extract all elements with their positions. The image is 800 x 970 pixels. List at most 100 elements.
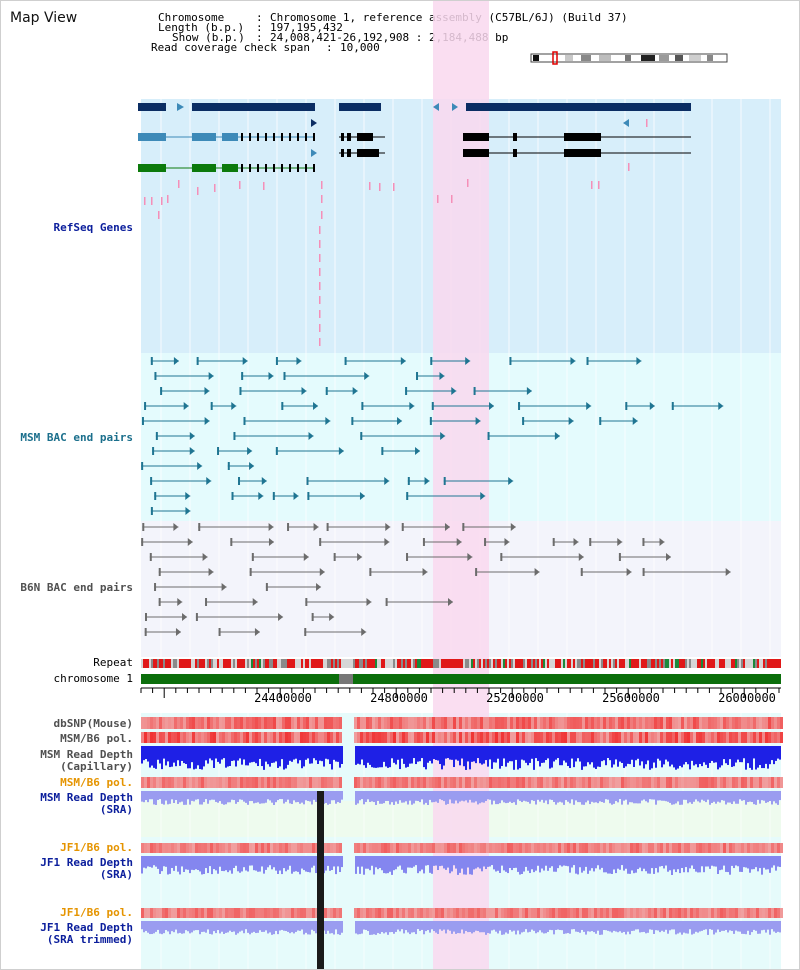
depth-bar [179, 746, 181, 766]
heat-cell [609, 717, 612, 729]
depth-bar [277, 746, 279, 768]
depth-bar [587, 746, 589, 763]
depth-bar [665, 856, 667, 866]
depth-bar [339, 921, 341, 935]
heat-cell [177, 843, 180, 853]
depth-bar [423, 791, 425, 805]
depth-bar [483, 921, 485, 933]
heat-cell [621, 732, 624, 743]
repeat-element [273, 659, 275, 668]
gene-exon [257, 164, 259, 172]
depth-bar [717, 746, 719, 770]
heat-cell [246, 717, 249, 729]
repeat-element [321, 659, 323, 668]
depth-bar [367, 921, 369, 932]
depth-bar [219, 746, 221, 764]
refseq-mark [467, 179, 469, 187]
track-label-msm-bac[interactable]: MSM BAC end pairs [20, 431, 133, 444]
chromosome-bar [141, 674, 781, 684]
heat-cell [489, 717, 492, 729]
heat-cell [159, 717, 162, 729]
gene-exon [265, 164, 267, 172]
depth-bar [415, 746, 417, 765]
track-label-refseq[interactable]: RefSeq Genes [53, 221, 133, 234]
track-label-msm-depth-capillary[interactable]: MSM Read Depth [40, 748, 133, 761]
heat-cell [513, 908, 516, 918]
heat-cell [432, 908, 435, 918]
track-label-msm-pol-2[interactable]: MSM/B6 pol. [60, 776, 133, 789]
chromosome-ideogram[interactable] [529, 51, 731, 65]
heat-cell [231, 732, 234, 743]
gene-exon [192, 164, 216, 172]
heat-cell [585, 777, 588, 788]
depth-bar [683, 746, 685, 765]
track-label-b6n-bac[interactable]: B6N BAC end pairs [20, 581, 133, 594]
heat-cell [234, 717, 237, 729]
heat-cell [561, 843, 564, 853]
msm-bac-end [554, 432, 560, 440]
refseq-mark [451, 195, 453, 203]
heat-cell [237, 843, 240, 853]
heat-cell [162, 777, 165, 788]
heat-cell [282, 843, 285, 853]
heat-cell [141, 908, 144, 918]
track-label-jf1-depth-sra[interactable]: JF1 Read Depth [40, 856, 133, 869]
heat-cell [183, 908, 186, 918]
track-label-msm-depth-sra[interactable]: MSM Read Depth [40, 791, 133, 804]
repeat-element [455, 659, 457, 668]
depth-bar [581, 921, 583, 930]
repeat-element [145, 659, 147, 668]
b6n-bac-end [187, 538, 193, 546]
heat-cell [258, 732, 261, 743]
heat-cell [519, 908, 522, 918]
heat-cell [771, 908, 774, 918]
depth-bar [717, 856, 719, 874]
depth-bar [223, 791, 225, 805]
track-label-jf1-pol[interactable]: JF1/B6 pol. [60, 841, 133, 854]
depth-bar [147, 746, 149, 762]
heat-cell [672, 777, 675, 788]
heat-cell [543, 908, 546, 918]
depth-bar [557, 746, 559, 759]
heat-cell [699, 732, 702, 743]
track-label-jf1-pol-2[interactable]: JF1/B6 pol. [60, 906, 133, 919]
track-label-msm-pol[interactable]: MSM/B6 pol. [60, 732, 133, 745]
heat-cell [360, 717, 363, 729]
b6n-bac-end [484, 538, 487, 546]
depth-bar [259, 746, 261, 759]
repeat-element [417, 659, 419, 668]
depth-bar [575, 791, 577, 801]
heat-cell [696, 732, 699, 743]
depth-bar [539, 856, 541, 873]
gene-arrow [311, 119, 317, 127]
heat-cell [390, 717, 393, 729]
msm-bac-end [258, 492, 264, 500]
heat-cell [183, 717, 186, 729]
depth-bar [761, 921, 763, 931]
gene-exon [281, 133, 283, 141]
heat-cell [483, 843, 486, 853]
heat-cell [330, 843, 333, 853]
heat-tracks [141, 717, 783, 918]
depth-bar [685, 791, 687, 800]
depth-bar [389, 746, 391, 768]
track-label-repeat[interactable]: Repeat [93, 656, 133, 669]
heat-cell [552, 843, 555, 853]
heat-cell [237, 732, 240, 743]
heat-cell [777, 843, 780, 853]
gene-exon [347, 149, 351, 157]
refseq-mark [263, 182, 265, 190]
depth-bar [505, 921, 507, 933]
heat-cell [747, 777, 750, 788]
depth-bar [269, 791, 271, 801]
depth-bar [419, 791, 421, 803]
heat-cell [180, 777, 183, 788]
heat-cell [222, 717, 225, 729]
heat-cell [330, 732, 333, 743]
track-label-chromosome[interactable]: chromosome 1 [53, 672, 133, 685]
track-label-dbsnp[interactable]: dbSNP(Mouse) [53, 717, 133, 730]
msm-bac-end [204, 387, 210, 395]
heat-cell [381, 732, 384, 743]
track-label-jf1-depth-trimmed[interactable]: JF1 Read Depth [40, 921, 133, 934]
heat-cell [354, 732, 357, 743]
